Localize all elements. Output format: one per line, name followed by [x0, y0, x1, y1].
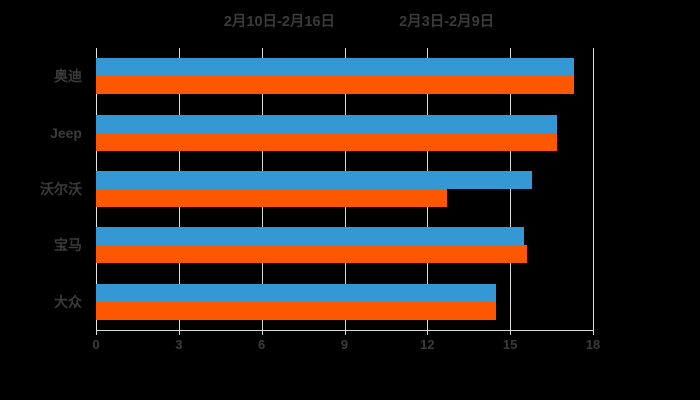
- x-tick-label-18: 18: [585, 337, 601, 352]
- bar-group: [96, 283, 593, 320]
- bar-group: [96, 58, 593, 95]
- x-tick-mark-9: [344, 331, 346, 335]
- bar-series-1[interactable]: [96, 189, 447, 207]
- legend-marker-circle-icon: [206, 17, 217, 28]
- bar-series-1[interactable]: [96, 76, 574, 95]
- legend-marker-square-icon: [381, 17, 392, 28]
- x-tick-label-12: 12: [420, 337, 435, 352]
- bar-group: [96, 114, 593, 151]
- bar-series-0[interactable]: [96, 227, 524, 246]
- y-axis-label-3: 宝马: [54, 237, 82, 254]
- bar-series-0[interactable]: [96, 114, 558, 133]
- x-tick-label-3: 3: [175, 337, 183, 352]
- bar-series-0[interactable]: [96, 283, 497, 302]
- x-tick-mark-3: [178, 331, 180, 335]
- x-tick-label-6: 6: [258, 337, 266, 352]
- legend-label-series-0: 2月10日-2月16日: [223, 13, 336, 30]
- plot-area: [96, 48, 594, 330]
- x-axis-line: [96, 330, 594, 331]
- bar-series-1[interactable]: [96, 245, 527, 264]
- bar-series-1[interactable]: [96, 132, 558, 151]
- x-tick-mark-18: [593, 331, 594, 335]
- x-tick-mark-6: [261, 331, 263, 335]
- y-axis-label-0: 奥迪: [54, 68, 82, 85]
- x-tick-label-9: 9: [340, 337, 349, 352]
- x-tick-mark-15: [510, 331, 512, 335]
- gridline-x-18: [593, 48, 594, 330]
- gridline-x-15: [510, 48, 512, 330]
- legend-item-series-0[interactable]: 2月10日-2月16日: [206, 15, 335, 30]
- y-axis-label-2: 沃尔沃: [40, 181, 82, 197]
- bar-series-0[interactable]: [96, 171, 533, 189]
- bar-series-0[interactable]: [96, 58, 574, 77]
- y-axis-label-4: 大众: [54, 293, 82, 310]
- legend-item-series-1[interactable]: 2月3日-2月9日: [381, 15, 494, 30]
- x-axis-ticks: 0 3 6 9 12 15 18: [92, 331, 600, 355]
- y-axis-labels: 大众 宝马 沃尔沃 Jeep 奥迪: [0, 48, 96, 330]
- legend-label-series-1: 2月3日-2月9日: [399, 13, 495, 30]
- bar-group: [96, 227, 593, 264]
- y-axis-label-1: Jeep: [50, 124, 82, 141]
- bar-group: [96, 171, 593, 207]
- x-tick-mark-0: [96, 331, 97, 335]
- x-tick-label-15: 15: [502, 337, 518, 352]
- bar-series-1[interactable]: [96, 301, 497, 320]
- x-tick-label-0: 0: [92, 337, 100, 352]
- chart-legend: 2月10日-2月16日 2月3日-2月9日: [0, 10, 700, 34]
- x-tick-mark-12: [427, 331, 429, 335]
